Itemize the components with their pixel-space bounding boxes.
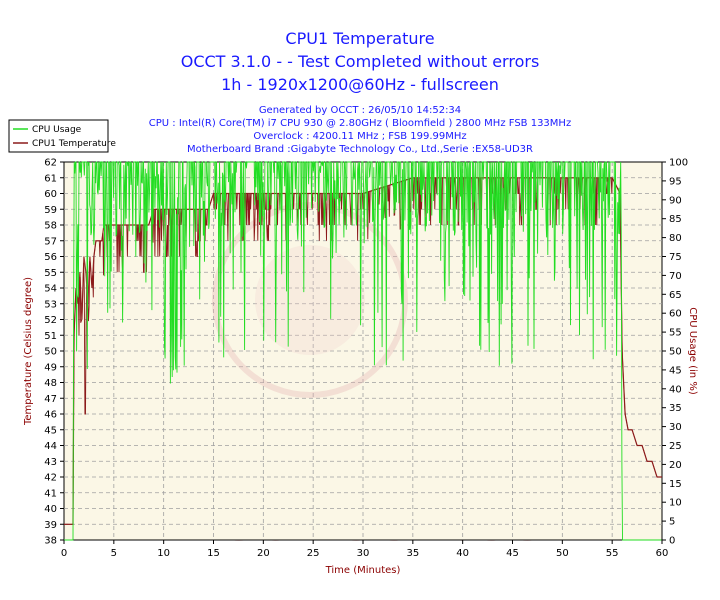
y-left-tick-label: 45: [44, 425, 57, 436]
y-right-tick-label: 65: [669, 290, 682, 301]
y-left-tick-label: 46: [44, 410, 57, 421]
x-tick-label: 35: [406, 548, 419, 559]
x-tick-label: 60: [656, 548, 669, 559]
legend-box: [8, 119, 109, 153]
y-right-tick-label: 80: [669, 233, 682, 244]
watermark-core: [255, 245, 365, 355]
x-tick-label: 55: [606, 548, 619, 559]
x-tick-label: 45: [506, 548, 519, 559]
y-axis-left-label: Temperature (Celsius degree): [23, 277, 34, 426]
x-tick-label: 10: [157, 548, 170, 559]
legend-label-temp: CPU1 Temperature: [32, 139, 116, 149]
y-left-tick-label: 51: [44, 331, 57, 342]
y-left-tick-label: 59: [44, 205, 57, 216]
x-tick-label: 15: [207, 548, 220, 559]
y-left-tick-label: 60: [44, 189, 57, 200]
x-tick-label: 0: [61, 548, 67, 559]
y-left-tick-label: 61: [44, 173, 57, 184]
x-tick-label: 40: [456, 548, 469, 559]
y-left-tick-label: 54: [44, 284, 57, 295]
y-right-tick-label: 95: [669, 176, 682, 187]
x-tick-label: 30: [357, 548, 370, 559]
y-left-tick-label: 44: [44, 441, 57, 452]
y-right-tick-label: 25: [669, 441, 682, 452]
x-tick-label: 25: [307, 548, 320, 559]
y-right-tick-label: 90: [669, 195, 682, 206]
y-left-tick-label: 56: [44, 252, 57, 263]
info-cpu: CPU : Intel(R) Core(TM) i7 CPU 930 @ 2.8…: [149, 118, 571, 129]
y-left-tick-label: 58: [44, 221, 57, 232]
y-left-tick-label: 42: [44, 473, 57, 484]
x-tick-label: 50: [556, 548, 569, 559]
y-right-tick-label: 100: [669, 158, 688, 169]
y-left-tick-label: 41: [44, 488, 57, 499]
y-right-tick-label: 55: [669, 328, 682, 339]
y-right-tick-label: 70: [669, 271, 682, 282]
y-right-tick-label: 60: [669, 309, 682, 320]
y-left-tick-label: 43: [44, 457, 57, 468]
watermark-logo: [212, 202, 408, 398]
y-left-tick-label: 40: [44, 504, 57, 515]
y-left-tick-label: 57: [44, 236, 57, 247]
y-right-tick-label: 45: [669, 365, 682, 376]
y-right-tick-label: 35: [669, 403, 682, 414]
y-left-tick-label: 47: [44, 394, 57, 405]
y-right-tick-label: 15: [669, 479, 682, 490]
info-generated: Generated by OCCT : 26/05/10 14:52:34: [259, 105, 461, 116]
y-right-tick-label: 40: [669, 384, 682, 395]
y-right-tick-label: 75: [669, 252, 682, 263]
y-right-tick-label: 5: [669, 517, 675, 528]
y-left-tick-label: 55: [44, 268, 57, 279]
series-layer: [64, 161, 662, 541]
y-left-tick-label: 62: [44, 158, 57, 169]
y-left-tick-label: 52: [44, 315, 57, 326]
y-left-tick-label: 50: [44, 347, 57, 358]
series-cpu-usage: [64, 161, 662, 541]
chart-title: CPU1 Temperature: [285, 29, 434, 48]
info-motherboard: Motherboard Brand :Gigabyte Technology C…: [187, 144, 533, 155]
info-overclock: Overclock : 4200.11 MHz ; FSB 199.99MHz: [253, 131, 466, 142]
tick-labels: 0 5 10 15 20 25 30 35 40 45 50 55 603839404142434445…: [44, 158, 688, 560]
y-axis-right-label: CPU Usage (in %): [687, 307, 698, 395]
y-left-tick-label: 53: [44, 299, 57, 310]
y-left-tick-label: 49: [44, 362, 57, 373]
y-left-tick-label: 38: [44, 536, 57, 547]
chart-subtitle-2: 1h - 1920x1200@60Hz - fullscreen: [221, 75, 499, 94]
legend: CPU Usage CPU1 Temperature: [8, 119, 116, 153]
x-tick-label: 20: [257, 548, 270, 559]
y-right-tick-label: 30: [669, 422, 682, 433]
legend-label-usage: CPU Usage: [32, 125, 82, 135]
y-right-tick-label: 0: [669, 536, 675, 547]
y-left-tick-label: 39: [44, 520, 57, 531]
y-right-tick-label: 20: [669, 460, 682, 471]
watermark-ring: [212, 202, 408, 398]
x-tick-label: 5: [111, 548, 117, 559]
chart-subtitle: OCCT 3.1.0 - - Test Completed without er…: [181, 52, 540, 71]
x-axis-label: Time (Minutes): [325, 565, 401, 576]
y-right-tick-label: 50: [669, 347, 682, 358]
y-right-tick-label: 85: [669, 214, 682, 225]
y-left-tick-label: 48: [44, 378, 57, 389]
y-right-tick-label: 10: [669, 498, 682, 509]
